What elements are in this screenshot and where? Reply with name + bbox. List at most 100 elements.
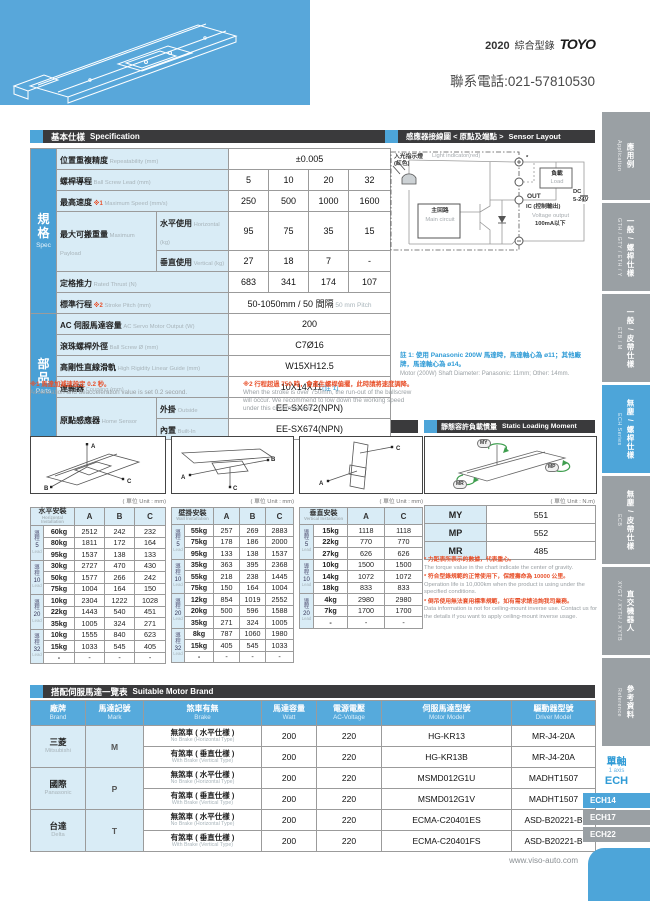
moment-axis-label: MY bbox=[424, 505, 487, 524]
overhang-col-header: C bbox=[134, 506, 167, 527]
spec-sublabel-cell: 垂直使用 Vertical (kg) bbox=[155, 250, 230, 272]
spec-row: 螺桿導程 Ball Screw Lead (mm) 5 10 20 32 bbox=[31, 169, 392, 191]
overhang-cell: 95kg bbox=[42, 548, 76, 561]
overhang-cell: 1980 bbox=[265, 627, 295, 640]
overhang-cell: 18kg bbox=[313, 581, 349, 594]
sidebar-tab-gth-gty-eth-y[interactable]: GTH / GTY / ETH / Y 一般 / 螺桿仕樣 bbox=[602, 203, 650, 291]
overhang-cell: 150 bbox=[213, 581, 241, 594]
motor-voltage-cell: 220 bbox=[316, 746, 382, 768]
sidebar-tab-xygt-xyth-xytb[interactable]: XYGT / XYTH / XYTB 直交機器人 bbox=[602, 567, 650, 655]
lead-group-cell: 導程 5 Lead bbox=[30, 525, 44, 561]
wall-installation-column: A B C ( 單位 Unit : mm) 壁掛安裝 Wall Installat… bbox=[171, 436, 295, 664]
motor-col-header: 廠牌 Brand bbox=[30, 700, 86, 726]
sidebar-tab-subtitle: XYGT / XYTH / XYTB bbox=[616, 580, 622, 642]
sidebar-tab-ecb[interactable]: ECB 無塵 / 皮帶仕樣 bbox=[602, 476, 650, 564]
spec-row: 標準行程 ※2 Stroke Pitch (mm) 50-1050mm / 50 … bbox=[31, 292, 392, 314]
overhang-cell: 596 bbox=[239, 604, 267, 617]
spec-value-cell: EE-SX672(NPN) bbox=[228, 397, 392, 419]
overhang-cell: 1033 bbox=[74, 640, 106, 653]
overhang-cell: - bbox=[42, 651, 76, 665]
lead-group-cell: 導程 5 Lead bbox=[171, 524, 186, 560]
motor-brake-cell: 無煞車 ( 水平仕樣 ) No Brake (Horizontal Type) bbox=[143, 809, 262, 831]
sidebar-tab-subtitle: ECB bbox=[616, 513, 622, 527]
overhang-cell: - bbox=[384, 616, 424, 629]
spec-value-cell: 1600 bbox=[348, 190, 392, 212]
motor-mark-cell: M bbox=[85, 725, 144, 768]
overhang-cell: 1222 bbox=[104, 594, 136, 607]
spec-value-cell: 50-1050mm / 50 間隔 50 mm Pitch bbox=[228, 292, 392, 314]
overhang-cell: 324 bbox=[239, 616, 267, 629]
spec-label-cell: 滾珠螺桿外徑 Ball Screw Ø (mm) bbox=[55, 334, 230, 356]
motor-model-cell: HG-KR13 bbox=[381, 725, 512, 747]
overhang-cell: 833 bbox=[384, 581, 424, 594]
overhang-row: 20kg 500 596 1588 bbox=[172, 604, 295, 617]
spec-label-cell: 最大可搬重量 Maximum Payload bbox=[56, 211, 157, 272]
overhang-cell: 14kg bbox=[313, 570, 349, 583]
overhang-row: 15kg 1033 545 405 bbox=[31, 640, 167, 653]
overhang-cell: 1500 bbox=[347, 558, 386, 571]
overhang-cell: 500 bbox=[213, 604, 241, 617]
overhang-row: 18kg 833 833 bbox=[300, 581, 424, 594]
axis-label-a: A bbox=[181, 475, 186, 481]
unit-label: ( 單位 Unit : mm) bbox=[250, 499, 295, 505]
motor-col-header: 煞車有無 Brake bbox=[143, 700, 262, 726]
overhang-cell: 164 bbox=[104, 582, 136, 596]
motor-brake-cell: 無煞車 ( 水平仕樣 ) No Brake (Horizontal Type) bbox=[143, 767, 262, 789]
moment-title-zh: 靜態容許負載慣量 bbox=[441, 423, 497, 431]
motor-model-cell: ECMA-C20401ES bbox=[381, 809, 512, 831]
overhang-cell: 75kg bbox=[184, 581, 215, 594]
overhang-cell: 1811 bbox=[74, 536, 106, 550]
overhang-cell: 60kg bbox=[42, 525, 76, 538]
sidebar-tab-title: 參考資料 bbox=[626, 685, 635, 719]
overhang-cell: 95kg bbox=[184, 547, 215, 560]
motor-watt-cell: 200 bbox=[261, 767, 317, 789]
sidebar-tab-application[interactable]: Application 應用例 bbox=[602, 112, 650, 200]
overhang-row: 22kg 1443 540 451 bbox=[31, 605, 167, 619]
spec-value-cell: C7Ø16 bbox=[228, 334, 392, 356]
model-tab-ech17[interactable]: ECH17 bbox=[583, 810, 650, 825]
overhang-section-body: A B C ( 單位 Unit : mm) 水平安裝 Horizontal Ins… bbox=[29, 436, 424, 665]
overhang-row: 75kg 178 186 2000 bbox=[172, 535, 295, 548]
overhang-row: 27kg 626 626 bbox=[300, 547, 424, 560]
axis-label-c: C bbox=[233, 486, 238, 491]
overhang-cell: 626 bbox=[384, 547, 424, 560]
motor-driver-cell: ASD-B20221-B bbox=[511, 830, 596, 852]
footnote-zh: ※1 馬達加減速設定 0.2 秒。 bbox=[30, 381, 111, 388]
spec-value-cell: ±0.005 bbox=[228, 148, 392, 170]
model-tab-ech22[interactable]: ECH22 bbox=[583, 827, 650, 842]
sidebar-tab-title: 直交機器人 bbox=[626, 589, 635, 633]
model-tab-ech14[interactable]: ECH14 bbox=[583, 793, 650, 808]
sidebar-tab-reference[interactable]: Reference 參考資料 bbox=[602, 658, 650, 746]
spec-row: 最高速度 ※1 Maximum Speed (mm/s) 250 500 1000 16… bbox=[31, 190, 392, 212]
overhang-cell: 833 bbox=[347, 581, 386, 594]
toyo-logo: TOYO bbox=[559, 36, 596, 52]
sidebar-tab-title: 無塵 / 螺桿仕樣 bbox=[626, 398, 635, 460]
spec-value-cell: - bbox=[348, 250, 392, 272]
overhang-row: 導程 5 Lead 55kg 257 269 2883 bbox=[171, 524, 295, 560]
motor-row: 有煞車 ( 垂直仕樣 ) With Brake (Vertical Type) 20… bbox=[31, 788, 596, 810]
spec-sublabel-cell: 外掛 Outside bbox=[155, 397, 230, 419]
horizontal-installation-column: A B C ( 單位 Unit : mm) 水平安裝 Horizontal Ins… bbox=[29, 436, 167, 665]
motor-brake-cell: 有煞車 ( 垂直仕樣 ) With Brake (Vertical Type) bbox=[143, 746, 262, 768]
overhang-cell: 20kg bbox=[184, 604, 215, 617]
overhang-cell: 10kg bbox=[313, 558, 349, 571]
footnote-en: When the stroke is over 750mm, the run-o… bbox=[243, 388, 412, 412]
section-marker-icon bbox=[385, 130, 398, 143]
moment-row: MR 485 bbox=[424, 541, 596, 560]
motor-brake-cell: 有煞車 ( 垂直仕樣 ) With Brake (Vertical Type) bbox=[143, 788, 262, 810]
vertical-overhang-table: 垂直安裝 Vertical Installation A C 導程 5 Lead 15kg 11… bbox=[299, 507, 424, 629]
moment-row: MY 551 bbox=[424, 505, 596, 524]
overhang-cell: 218 bbox=[213, 570, 241, 583]
overhang-cell: 1700 bbox=[347, 604, 386, 617]
overhang-row: 50kg 1577 266 242 bbox=[31, 571, 167, 584]
lead-group-cell: 導程 32 Lead bbox=[171, 627, 186, 663]
sidebar-tab-ech-series[interactable]: ECH Series 無塵 / 螺桿仕樣 bbox=[602, 385, 650, 473]
sidebar-tab-title: 應用例 bbox=[626, 143, 635, 169]
sidebar-tab-etb-m[interactable]: ETB / M 一般 / 皮帶仕樣 bbox=[602, 294, 650, 382]
moment-figure-drawing bbox=[456, 443, 571, 486]
spec-label-cell: 標準行程 ※2 Stroke Pitch (mm) bbox=[55, 292, 230, 314]
overhang-cell: 55kg bbox=[184, 570, 215, 583]
spec-label-cell: AC 伺服馬達容量 AC Servo Motor Output (W) bbox=[55, 313, 230, 335]
overhang-cell: 266 bbox=[104, 571, 136, 584]
overhang-cell: 55kg bbox=[184, 524, 215, 537]
